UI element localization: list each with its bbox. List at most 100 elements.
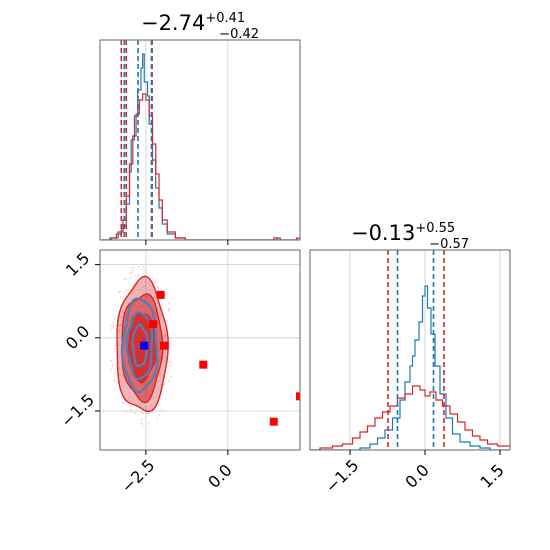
scatter-point (148, 422, 150, 424)
scatter-point (138, 403, 141, 405)
panel2-ytick-label: 0.0 (62, 322, 93, 353)
scatter-point (111, 365, 114, 367)
scatter-point (164, 398, 167, 400)
scatter-point (169, 361, 171, 363)
panel3-title-upper: +0.55 (415, 221, 455, 236)
scatter-point (158, 309, 161, 312)
scatter-point (148, 288, 150, 291)
panel1-series-0-hist (101, 53, 300, 240)
panel-bottom-right-histogram: −1.5 0.0 1.5 (309, 249, 511, 497)
panel3-title-lower: −0.57 (429, 237, 469, 252)
scatter-point (137, 274, 140, 276)
red-square-marker (269, 417, 278, 426)
scatter-point (110, 328, 112, 331)
grid (145, 40, 229, 240)
panel1-plot (101, 40, 300, 240)
scatter-point (159, 315, 161, 318)
scatter-point (170, 376, 172, 378)
red-square-marker (156, 290, 165, 299)
scatter-point (130, 277, 132, 279)
scatter-point (110, 324, 113, 327)
scatter-point (112, 322, 115, 324)
scatter-point (114, 388, 117, 390)
scatter-point (112, 324, 115, 327)
blue-square-marker (140, 341, 149, 350)
panel1-title-lower: −0.42 (219, 27, 259, 42)
scatter-point (151, 412, 153, 414)
blue-contour-level-2 (125, 311, 154, 381)
scatter-point (110, 359, 113, 362)
scatter-point (130, 405, 132, 408)
scatter-point (131, 269, 134, 271)
scatter-point (157, 286, 159, 288)
scatter-point (168, 307, 170, 310)
scatter-point (142, 412, 145, 414)
red-square-marker (296, 392, 300, 401)
panel3-title: −0.13+0.55 −0.57 (351, 221, 469, 252)
scatter-point (119, 290, 121, 293)
scatter-point (141, 424, 144, 427)
scatter-point (123, 290, 126, 293)
scatter-point (140, 411, 143, 414)
scatter-point (172, 343, 175, 346)
scatter-point (119, 373, 121, 376)
scatter-point (170, 361, 173, 363)
panel2-plot (110, 265, 300, 427)
scatter-point (168, 302, 170, 304)
scatter-point (135, 274, 137, 277)
scatter-point (158, 414, 161, 417)
scatter-point (146, 413, 148, 415)
scatter-point (114, 344, 116, 347)
scatter-point (143, 265, 145, 268)
scatter-point (164, 356, 167, 358)
scatter-point (142, 286, 144, 288)
scatter-point (118, 324, 121, 327)
panel1-title-upper: +0.41 (205, 11, 245, 26)
panel1-title-value: −2.74 (141, 11, 205, 35)
scatter-point (135, 410, 138, 412)
scatter-point (114, 372, 116, 375)
scatter-point (137, 289, 139, 291)
scatter-point (120, 316, 123, 318)
blue-contour-level-3 (131, 323, 149, 368)
scatter-point (118, 367, 121, 369)
scatter-point (143, 268, 145, 271)
scatter-point (123, 279, 125, 281)
scatter-point (161, 392, 163, 395)
scatter-point (114, 317, 116, 320)
scatter-point (156, 274, 158, 276)
scatter-point (163, 360, 165, 363)
scatter-point (151, 405, 153, 407)
panel1-title: −2.74+0.41 −0.42 (141, 11, 259, 42)
scatter-point (113, 348, 115, 350)
scatter-point (117, 344, 120, 347)
scatter-point (137, 265, 140, 268)
scatter-point (122, 375, 125, 377)
red-square-marker (199, 360, 208, 369)
panel3-xtick-label: 0.0 (401, 460, 432, 491)
scatter-point (130, 410, 133, 413)
scatter-point (147, 412, 150, 415)
panel2-xtick-label: 0.0 (204, 460, 235, 491)
grid (349, 250, 501, 450)
scatter-point (140, 422, 143, 425)
scatter-point (170, 364, 172, 367)
scatter-point (140, 289, 143, 291)
panel3-series-0-hist (310, 285, 510, 450)
panel3-series-1-hist (310, 385, 510, 450)
scatter-point (118, 355, 120, 358)
scatter-point (126, 288, 128, 291)
scatter-point (129, 395, 131, 397)
scatter-point (166, 319, 169, 322)
panel2-ytick-label: 1.5 (62, 249, 93, 280)
scatter-point (168, 341, 171, 344)
panel-bottom-left-contour: −2.5 0.0 1.5 0.0 −1.5 (57, 249, 301, 497)
scatter-point (137, 283, 139, 286)
scatter-point (169, 338, 171, 340)
red-square-marker (159, 341, 168, 350)
panel1-frame (99, 39, 301, 241)
panel3-plot (310, 250, 510, 450)
panel3-xtick-label: 1.5 (476, 460, 507, 491)
scatter-point (141, 418, 143, 421)
